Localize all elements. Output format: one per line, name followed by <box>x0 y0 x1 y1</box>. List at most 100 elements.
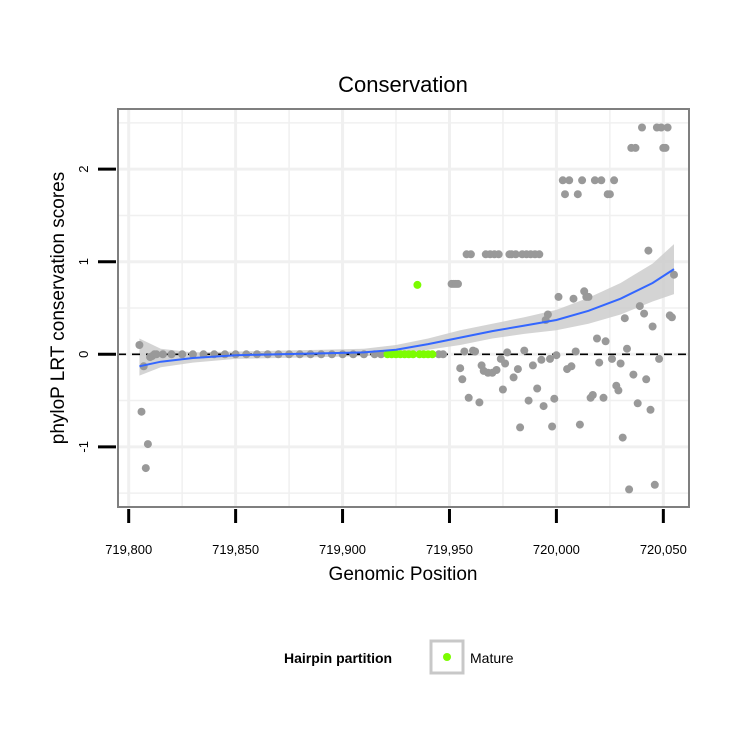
data-point <box>575 420 584 429</box>
data-point <box>667 313 676 322</box>
data-point <box>629 370 638 379</box>
data-point <box>338 350 347 359</box>
data-point <box>548 422 557 431</box>
data-point <box>573 190 582 199</box>
data-point <box>501 359 510 368</box>
data-point <box>648 322 657 331</box>
legend-label-mature: Mature <box>470 650 514 666</box>
data-point <box>533 384 542 393</box>
data-point <box>137 407 146 416</box>
data-point <box>143 440 152 449</box>
plot-area <box>117 108 690 508</box>
data-point <box>631 143 640 152</box>
data-point <box>640 309 649 318</box>
data-point <box>588 391 597 399</box>
data-point <box>663 123 672 132</box>
data-point <box>638 123 646 132</box>
data-point <box>535 250 544 259</box>
data-point <box>377 350 385 359</box>
data-point <box>608 354 616 363</box>
y-axis: -1 0 1 2 <box>76 166 116 453</box>
confidence-band-area <box>139 244 674 376</box>
data-point <box>601 337 610 346</box>
data-point <box>616 359 625 368</box>
data-point <box>554 292 563 301</box>
x-tick-label: 719,850 <box>212 542 259 557</box>
data-point <box>561 190 569 199</box>
data-point <box>571 347 580 356</box>
data-point <box>599 393 608 402</box>
x-tick-label: 720,050 <box>640 542 687 557</box>
legend-key-dot <box>443 653 451 661</box>
data-point <box>625 485 634 494</box>
data-point <box>614 386 623 395</box>
data-point <box>618 433 627 442</box>
data-point <box>593 334 601 343</box>
x-tick-label: 719,900 <box>319 542 366 557</box>
data-point <box>152 350 161 359</box>
data-point <box>178 350 187 359</box>
smooth-line <box>139 268 675 368</box>
grid-lines <box>118 109 689 507</box>
data-point <box>558 176 567 185</box>
data-point <box>498 385 507 394</box>
data-point <box>623 344 631 353</box>
x-tick-label: 720,000 <box>533 542 580 557</box>
data-point <box>578 176 587 185</box>
legend: Hairpin partition Mature <box>284 639 514 675</box>
data-point <box>511 250 520 259</box>
smooth-curve <box>139 268 675 368</box>
data-point <box>584 292 593 301</box>
data-point <box>605 190 614 199</box>
x-tick-label: 719,800 <box>105 542 152 557</box>
data-point <box>633 399 642 408</box>
data-point <box>528 361 537 370</box>
data-point <box>167 350 176 359</box>
data-point <box>661 143 670 152</box>
data-point <box>537 355 546 364</box>
data-point <box>595 358 604 367</box>
data-point <box>657 123 666 132</box>
data-point <box>590 176 599 185</box>
data-point <box>550 394 559 403</box>
data-point <box>539 402 548 411</box>
data-point <box>158 350 167 359</box>
data-point-mature <box>413 280 422 289</box>
y-tick-label: 2 <box>76 166 91 173</box>
data-point <box>650 480 659 489</box>
data-point <box>327 350 336 359</box>
data-point <box>524 396 533 405</box>
data-point <box>471 347 480 356</box>
chart-title: Conservation <box>338 72 468 97</box>
data-point <box>141 464 150 473</box>
plot-border <box>117 108 690 508</box>
data-point <box>635 302 644 311</box>
data-point <box>349 350 358 359</box>
data-point <box>516 423 525 432</box>
data-point <box>494 250 503 259</box>
x-axis-label: Genomic Position <box>329 564 478 585</box>
data-point <box>569 294 578 303</box>
data-point <box>565 176 574 185</box>
confidence-band <box>139 244 674 376</box>
data-point <box>644 246 653 255</box>
scatter-points <box>135 123 678 494</box>
data-point <box>610 176 619 185</box>
data-point <box>454 279 462 288</box>
data-point <box>567 362 576 371</box>
data-point-mature <box>428 350 437 359</box>
data-point <box>620 314 629 323</box>
data-point <box>509 373 518 382</box>
y-axis-label: phyloP LRT conservation scores <box>48 172 69 445</box>
data-point <box>475 398 484 407</box>
data-point <box>513 365 522 374</box>
data-point <box>220 350 229 359</box>
data-point <box>503 348 512 357</box>
data-point <box>464 393 473 402</box>
data-point <box>188 350 197 359</box>
data-point <box>492 366 501 374</box>
legend-title: Hairpin partition <box>284 650 392 666</box>
data-point <box>552 351 561 360</box>
data-point <box>546 354 554 363</box>
